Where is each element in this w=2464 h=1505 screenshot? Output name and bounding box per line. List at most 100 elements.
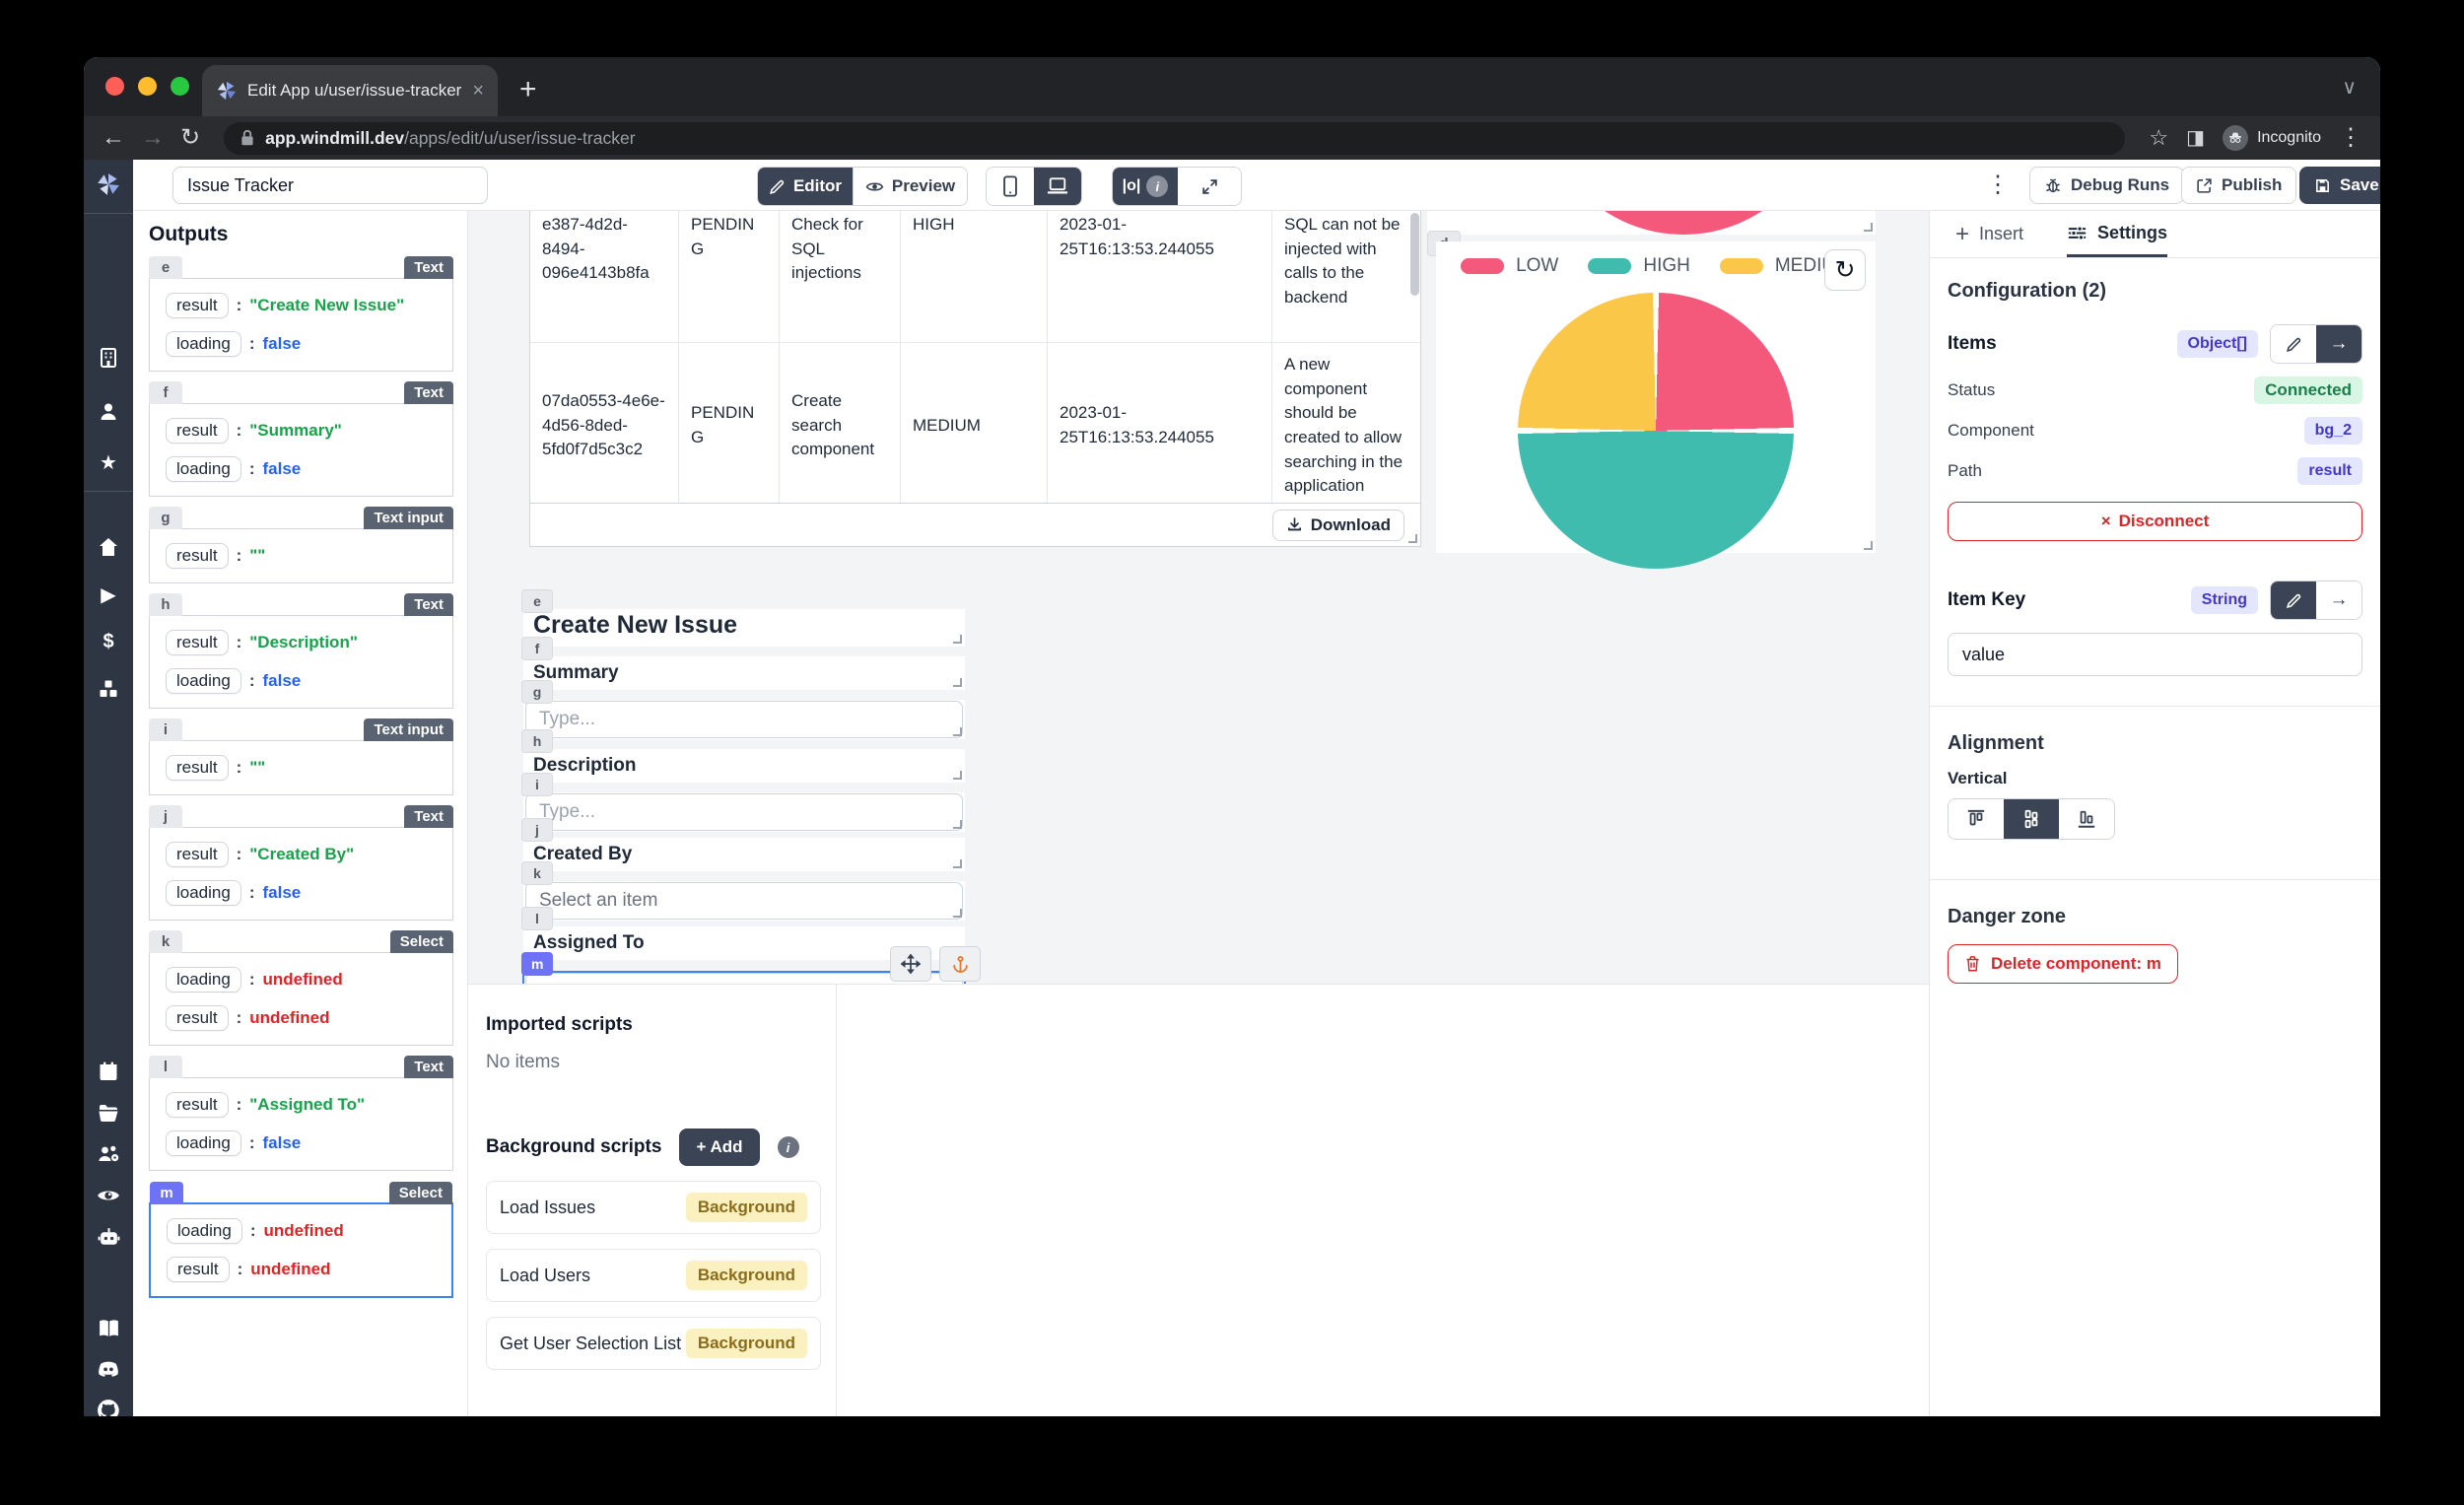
background-script-row[interactable]: Get User Selection List Background	[486, 1317, 821, 1370]
background-script-row[interactable]: Load Users Background	[486, 1249, 821, 1302]
form-component-k[interactable]: k Select an item	[521, 861, 965, 921]
form-component-l[interactable]: l Assigned To	[521, 907, 965, 960]
sidebar-item-workers[interactable]	[84, 1220, 133, 1254]
mobile-view-button[interactable]	[987, 168, 1034, 205]
reload-icon[interactable]: ↻	[180, 124, 201, 151]
align-center-button[interactable]	[2004, 799, 2059, 839]
new-tab-button[interactable]: +	[519, 73, 537, 105]
item-key-connect-mode-button[interactable]: →	[2316, 581, 2361, 619]
add-background-script-button[interactable]: + Add	[679, 1129, 760, 1166]
text-input[interactable]: Type...	[525, 701, 963, 738]
tab-settings[interactable]: Settings	[2067, 211, 2168, 257]
sidebar-item-user[interactable]	[84, 395, 133, 429]
close-window-button[interactable]	[105, 77, 124, 96]
component-id-badge[interactable]: i	[149, 718, 182, 741]
component-id-badge[interactable]: f	[521, 637, 553, 660]
component-id-badge[interactable]: h	[149, 593, 182, 616]
back-icon[interactable]: ←	[102, 124, 125, 151]
item-key-input[interactable]	[1948, 633, 2362, 676]
component-id-badge[interactable]: g	[521, 680, 553, 704]
chart-component-above[interactable]	[1427, 211, 1876, 235]
form-component-i[interactable]: i Type...	[521, 773, 965, 832]
close-tab-icon[interactable]: ×	[472, 79, 484, 102]
sidebar-item-variables[interactable]: $	[84, 625, 133, 658]
sidebar-item-home[interactable]	[84, 530, 133, 564]
table-row[interactable]: e387-4d2d-8494-096e4143b8fa PENDING Check …	[530, 211, 1420, 343]
forward-icon[interactable]: →	[141, 124, 165, 151]
sidebar-item-schedules[interactable]	[84, 1055, 133, 1088]
move-component-button[interactable]	[890, 946, 931, 982]
windmill-logo[interactable]	[84, 168, 133, 201]
component-id-badge[interactable]: i	[521, 773, 553, 796]
component-id-badge[interactable]: e	[149, 256, 182, 279]
resize-handle[interactable]	[1864, 541, 1873, 550]
tab-search-chevron-icon[interactable]: ∨	[2342, 77, 2357, 99]
form-component-f[interactable]: f Summary	[521, 637, 965, 690]
table-scrollbar[interactable]	[1410, 213, 1419, 296]
component-outline-toggle[interactable]: |o| i	[1113, 168, 1178, 205]
publish-button[interactable]: Publish	[2181, 167, 2297, 204]
refresh-chart-button[interactable]: ↻	[1824, 249, 1866, 291]
bookmark-star-icon[interactable]: ☆	[2149, 125, 2169, 150]
select-input[interactable]: Select an item	[525, 882, 963, 920]
app-name-input[interactable]	[172, 167, 488, 204]
sidebar-item-folders[interactable]	[84, 1096, 133, 1129]
form-component-j[interactable]: j Created By	[521, 818, 965, 871]
resize-handle[interactable]	[953, 909, 962, 918]
output-card-g[interactable]: g Text input result: ""	[149, 507, 453, 583]
component-id-badge[interactable]: l	[149, 1056, 182, 1078]
sidebar-item-resources[interactable]	[84, 672, 133, 706]
component-id-badge[interactable]: k	[149, 930, 182, 953]
sidebar-item-docs[interactable]	[84, 1311, 133, 1344]
editor-tab[interactable]: Editor	[758, 168, 853, 205]
output-card-j[interactable]: j Text result: "Created By" loading: false	[149, 805, 453, 921]
save-button[interactable]: Save	[2299, 167, 2380, 204]
browser-menu-icon[interactable]: ⋮	[2339, 124, 2362, 151]
debug-runs-button[interactable]: Debug Runs	[2029, 167, 2185, 204]
item-key-static-mode-button[interactable]	[2271, 581, 2316, 619]
form-component-g[interactable]: g Type...	[521, 680, 965, 739]
sidebar-item-workspace[interactable]	[84, 341, 133, 375]
desktop-view-button[interactable]	[1034, 168, 1081, 205]
resize-handle[interactable]	[1864, 223, 1873, 232]
pie-chart-component[interactable]: LOW HIGH MEDIUM ↻	[1436, 241, 1876, 569]
more-options-icon[interactable]: ⋮	[1986, 171, 2010, 198]
output-card-k[interactable]: k Select loading: undefined result: undefined	[149, 930, 453, 1046]
preview-tab[interactable]: Preview	[853, 168, 967, 205]
items-connect-mode-button[interactable]: →	[2316, 325, 2361, 363]
items-static-mode-button[interactable]	[2271, 325, 2316, 363]
sidebar-item-audit-logs[interactable]	[84, 1179, 133, 1212]
component-id-badge[interactable]: j	[149, 805, 182, 828]
info-icon[interactable]: i	[777, 1136, 799, 1158]
sidebar-item-github[interactable]	[84, 1394, 133, 1416]
sidebar-item-discord[interactable]	[84, 1352, 133, 1386]
component-id-badge[interactable]: m	[150, 1182, 183, 1204]
anchor-component-button[interactable]	[939, 946, 981, 982]
output-card-f[interactable]: f Text result: "Summary" loading: false	[149, 381, 453, 497]
form-component-e[interactable]: e Create New Issue	[521, 589, 965, 647]
delete-component-button[interactable]: Delete component: m	[1948, 944, 2178, 984]
resize-handle[interactable]	[953, 727, 962, 736]
form-component-h[interactable]: h Description	[521, 729, 965, 783]
resize-handle[interactable]	[953, 635, 962, 644]
resize-handle[interactable]	[953, 820, 962, 829]
disconnect-button[interactable]: × Disconnect	[1948, 502, 2362, 541]
legend-item[interactable]: LOW	[1461, 255, 1558, 277]
output-card-h[interactable]: h Text result: "Description" loading: false	[149, 593, 453, 709]
output-card-m[interactable]: m Select loading: undefined result: undefined	[149, 1182, 453, 1298]
maximize-window-button[interactable]	[171, 77, 189, 96]
sidebar-item-runs[interactable]: ▶	[84, 578, 133, 611]
tab-insert[interactable]: + Insert	[1955, 220, 2024, 247]
resize-handle[interactable]	[953, 771, 962, 780]
background-script-row[interactable]: Load Issues Background	[486, 1181, 821, 1234]
legend-item[interactable]: HIGH	[1588, 255, 1690, 277]
sidebar-item-groups[interactable]	[84, 1137, 133, 1171]
component-id-badge[interactable]: l	[521, 907, 553, 930]
sidebar-item-favorites[interactable]: ★	[84, 445, 133, 479]
text-input[interactable]: Type...	[525, 793, 963, 831]
resize-handle[interactable]	[1408, 534, 1417, 543]
download-button[interactable]: Download	[1271, 509, 1404, 541]
component-id-badge[interactable]: f	[149, 381, 182, 404]
address-bar[interactable]: app.windmill.dev/apps/edit/u/user/issue-…	[224, 121, 2126, 155]
component-id-badge[interactable]: e	[521, 589, 553, 613]
